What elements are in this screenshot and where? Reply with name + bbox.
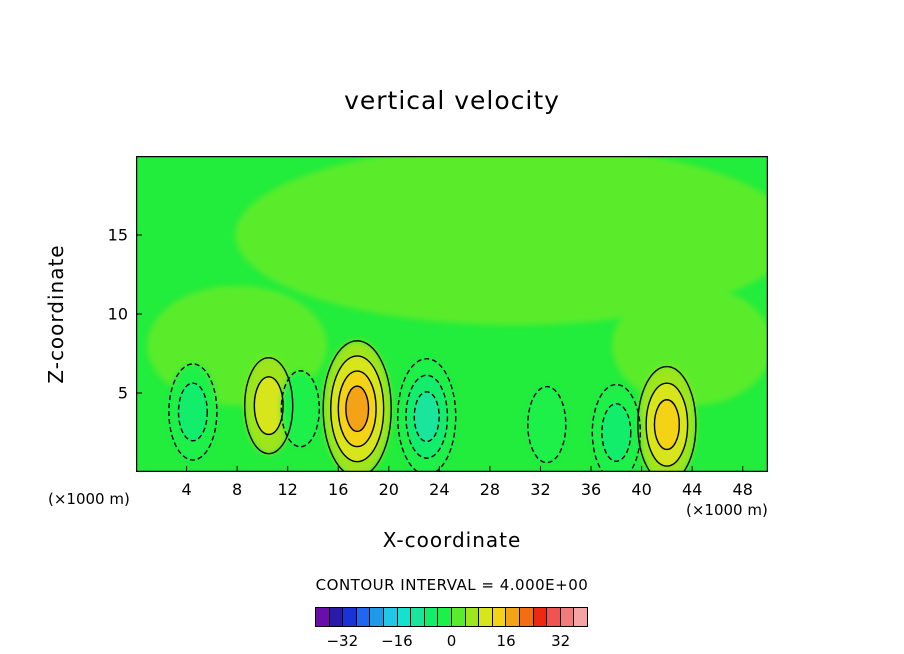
axis-ticks	[136, 234, 744, 472]
downdraft-contour-line	[168, 363, 218, 461]
downdraft-contour-line	[397, 358, 457, 476]
downdraft-contour-fill	[601, 403, 631, 462]
contour-band	[235, 145, 796, 325]
y-tick-label: 10	[107, 304, 128, 324]
chart-title: vertical velocity	[344, 86, 560, 115]
updraft-contour-line	[244, 356, 294, 455]
colorbar-cell	[547, 608, 561, 626]
colorbar-cell	[479, 608, 493, 626]
downdraft-contour-line	[413, 391, 440, 443]
x-tick-label: 8	[232, 480, 243, 499]
downdraft-contour-line	[177, 382, 208, 442]
colorbar-tick-label: −32	[326, 632, 359, 650]
updraft-contour-fill	[654, 399, 680, 450]
contour-band	[612, 285, 773, 406]
colorbar-cell	[397, 608, 412, 626]
x-unit-label-right: (×1000 m)	[686, 501, 768, 519]
colorbar-cell	[329, 608, 344, 626]
colorbar-cell	[411, 608, 425, 626]
contour-interval-text: CONTOUR INTERVAL = 4.000E+00	[315, 576, 589, 594]
colorbar-tick-label: −16	[381, 632, 413, 650]
downdraft-contour-line	[527, 385, 567, 464]
x-tick-label: 16	[328, 480, 349, 499]
colorbar-cell	[519, 608, 534, 626]
downdraft-contour-fill	[527, 386, 566, 463]
updraft-contour-fill	[345, 386, 369, 432]
x-tick-label: 40	[631, 480, 652, 499]
updraft-contour-line	[645, 382, 689, 467]
colorbar-cell	[451, 608, 466, 626]
updraft-contour-line	[345, 385, 370, 433]
updraft-contour-fill	[254, 376, 284, 435]
colorbar-cell	[560, 608, 575, 626]
y-tick-label: 5	[117, 383, 128, 403]
x-tick-label: 24	[429, 480, 450, 499]
colorbar-tick-label: 0	[446, 632, 457, 650]
x-tick-label: 32	[530, 480, 551, 499]
y-axis-label: Z-coordinate	[44, 244, 68, 384]
colorbar-cell	[356, 608, 371, 626]
contour-plot	[135, 145, 796, 484]
colorbar-cell	[438, 608, 452, 626]
colorbar-cell	[492, 608, 507, 626]
updraft-contour-line	[653, 399, 681, 451]
colorbar-cell	[343, 608, 357, 626]
colorbar	[315, 607, 588, 627]
x-tick-label: 28	[479, 480, 501, 499]
x-tick-label: 44	[681, 480, 703, 499]
y-tick-label: 15	[107, 225, 128, 245]
colorbar-cell	[465, 608, 480, 626]
colorbar-cell	[316, 608, 330, 626]
x-tick-label: 36	[580, 480, 602, 499]
colorbar-cell	[533, 608, 548, 626]
x-tick-label: 4	[181, 480, 192, 499]
x-unit-label-left: (×1000 m)	[48, 490, 130, 508]
colorbar-tick-label: 16	[496, 632, 516, 650]
colorbar-cell	[383, 608, 398, 626]
x-tick-label: 20	[378, 480, 399, 499]
colorbar-cell	[506, 608, 520, 626]
x-tick-label: 48	[732, 480, 753, 499]
downdraft-contour-line	[601, 402, 632, 462]
updraft-contour-line	[330, 355, 385, 463]
plot-area	[135, 145, 796, 484]
updraft-contour-line	[253, 376, 284, 436]
x-tick-label: 12	[277, 480, 298, 499]
colorbar-tick-label: 32	[551, 632, 571, 650]
updraft-contour-line	[337, 370, 377, 448]
downdraft-contour-fill	[178, 383, 208, 441]
colorbar-cell	[370, 608, 384, 626]
downdraft-contour-line	[280, 370, 321, 448]
downdraft-contour-line	[405, 374, 449, 459]
downdraft-contour-fill	[414, 391, 440, 442]
colorbar-cell	[424, 608, 439, 626]
x-axis-label: X-coordinate	[382, 528, 522, 552]
colorbar-cell	[574, 608, 587, 626]
